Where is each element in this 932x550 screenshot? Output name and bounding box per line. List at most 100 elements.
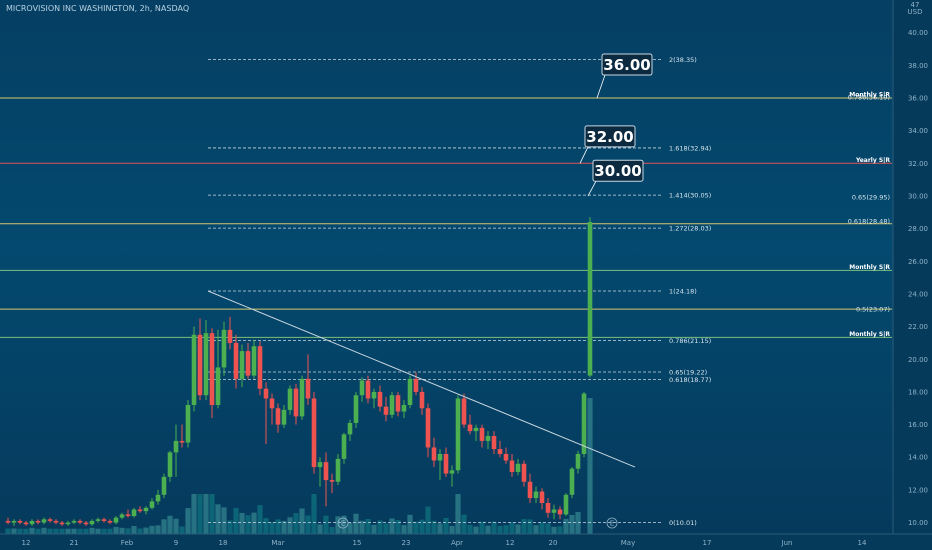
callout-text: 30.00 xyxy=(594,162,641,180)
fib-label: 0(10.01) xyxy=(669,519,697,527)
candle-body xyxy=(515,463,521,472)
candle-body xyxy=(323,462,329,481)
candle-body xyxy=(131,509,137,517)
event-marker xyxy=(606,517,618,529)
volume-bar xyxy=(77,528,83,534)
volume-bar xyxy=(233,508,239,534)
descending-trendline xyxy=(207,290,636,468)
x-tick-label: Jun xyxy=(781,539,793,547)
candle-body xyxy=(395,395,401,412)
candle-body xyxy=(503,453,509,461)
volume-bar xyxy=(155,525,161,534)
volume-bar xyxy=(23,528,29,534)
candle-body xyxy=(539,491,545,503)
volume-bar xyxy=(281,520,287,534)
volume-bar xyxy=(431,520,437,534)
candle-body xyxy=(281,409,287,425)
volume-bar xyxy=(389,518,395,534)
candle-body xyxy=(59,522,65,525)
candle-body xyxy=(329,480,335,482)
volume-bar xyxy=(449,526,455,534)
y-tick-label: 32.00 xyxy=(908,160,928,168)
candle-body xyxy=(143,507,149,512)
y-tick-label: 30.00 xyxy=(908,192,928,200)
y-tick-label: 16.00 xyxy=(908,421,928,429)
candle-body xyxy=(203,333,209,396)
volume-bar xyxy=(587,398,593,534)
y-tick-label: 18.00 xyxy=(908,388,928,396)
volume-bar xyxy=(551,526,557,534)
candle-body xyxy=(317,462,323,468)
candle-body xyxy=(191,334,197,405)
candle-body xyxy=(17,520,23,523)
symbol-title: MICROVISION INC WASHINGTON, 2h, NASDAQ xyxy=(6,4,190,13)
sr-label: Monthly S|R xyxy=(849,331,890,338)
volume-bar xyxy=(83,528,89,534)
candle-body xyxy=(425,408,431,448)
candle-body xyxy=(455,398,461,471)
volume-bar xyxy=(365,518,371,534)
volume-bar xyxy=(257,505,263,534)
candle-body xyxy=(413,378,419,392)
fib-label: 1.618(32.94) xyxy=(669,144,711,152)
candle-body xyxy=(251,346,257,376)
volume-bar xyxy=(95,528,101,534)
candle-body xyxy=(383,406,389,415)
volume-bar xyxy=(413,521,419,534)
candle-body xyxy=(125,514,131,517)
candle-body xyxy=(275,408,281,425)
volume-bar xyxy=(569,515,575,534)
volume-bar xyxy=(197,494,203,534)
time-axis-bg xyxy=(0,534,932,550)
candle-body xyxy=(551,509,557,513)
y-tick-label: 26.00 xyxy=(908,258,928,266)
volume-bar xyxy=(71,528,77,534)
volume-bar xyxy=(11,528,17,534)
candle-body xyxy=(473,427,479,432)
candle-body xyxy=(491,436,497,450)
volume-bar xyxy=(173,518,179,534)
candle-body xyxy=(359,380,365,396)
sr-label: Yearly S|R xyxy=(855,157,890,164)
candle-body xyxy=(449,470,455,474)
callout-text: 36.00 xyxy=(603,56,650,74)
candle-body xyxy=(437,453,443,461)
fib-label: 0.65(19.22) xyxy=(669,369,707,377)
volume-bar xyxy=(113,526,119,534)
candle-body xyxy=(95,519,101,521)
volume-bar xyxy=(185,508,191,534)
levels: 2(38.35) 1.618(32.94) 1.414(30.05) 1.272(28… xyxy=(0,56,928,527)
candle-body xyxy=(575,453,581,469)
candle-body xyxy=(89,520,95,525)
volume-bar xyxy=(419,519,425,534)
candle-body xyxy=(311,398,317,468)
event-marker xyxy=(337,517,349,529)
callout-box xyxy=(592,159,644,182)
candle-body xyxy=(11,520,17,523)
volume-bar xyxy=(329,526,335,534)
candle-body xyxy=(407,378,413,405)
candle-body xyxy=(341,434,347,459)
volume-bar xyxy=(341,515,347,534)
volume-bar xyxy=(245,515,251,534)
volume-bar xyxy=(17,528,23,534)
volume-bar xyxy=(497,525,503,534)
fib-right-label: 0.5(23.07) xyxy=(856,306,890,314)
volume-bar xyxy=(251,512,257,534)
time-axis: 12 21 Feb 9 18 Mar 15 23 Apr 12 20 May 17 Jun 14 xyxy=(0,533,932,550)
fib-label: 0.786(21.15) xyxy=(669,337,711,345)
x-tick-label: 20 xyxy=(549,539,558,547)
candle-body xyxy=(485,436,491,441)
x-tick-label: 9 xyxy=(174,539,178,547)
candle-body xyxy=(179,440,185,443)
volume-bar xyxy=(53,528,59,534)
fib-right-label: 0.65(29.95) xyxy=(852,193,890,201)
volume-bar xyxy=(125,528,131,534)
callout-pointer xyxy=(587,181,597,197)
candle-body xyxy=(5,520,11,523)
candle-body xyxy=(443,453,449,474)
volume-bar xyxy=(107,528,113,534)
